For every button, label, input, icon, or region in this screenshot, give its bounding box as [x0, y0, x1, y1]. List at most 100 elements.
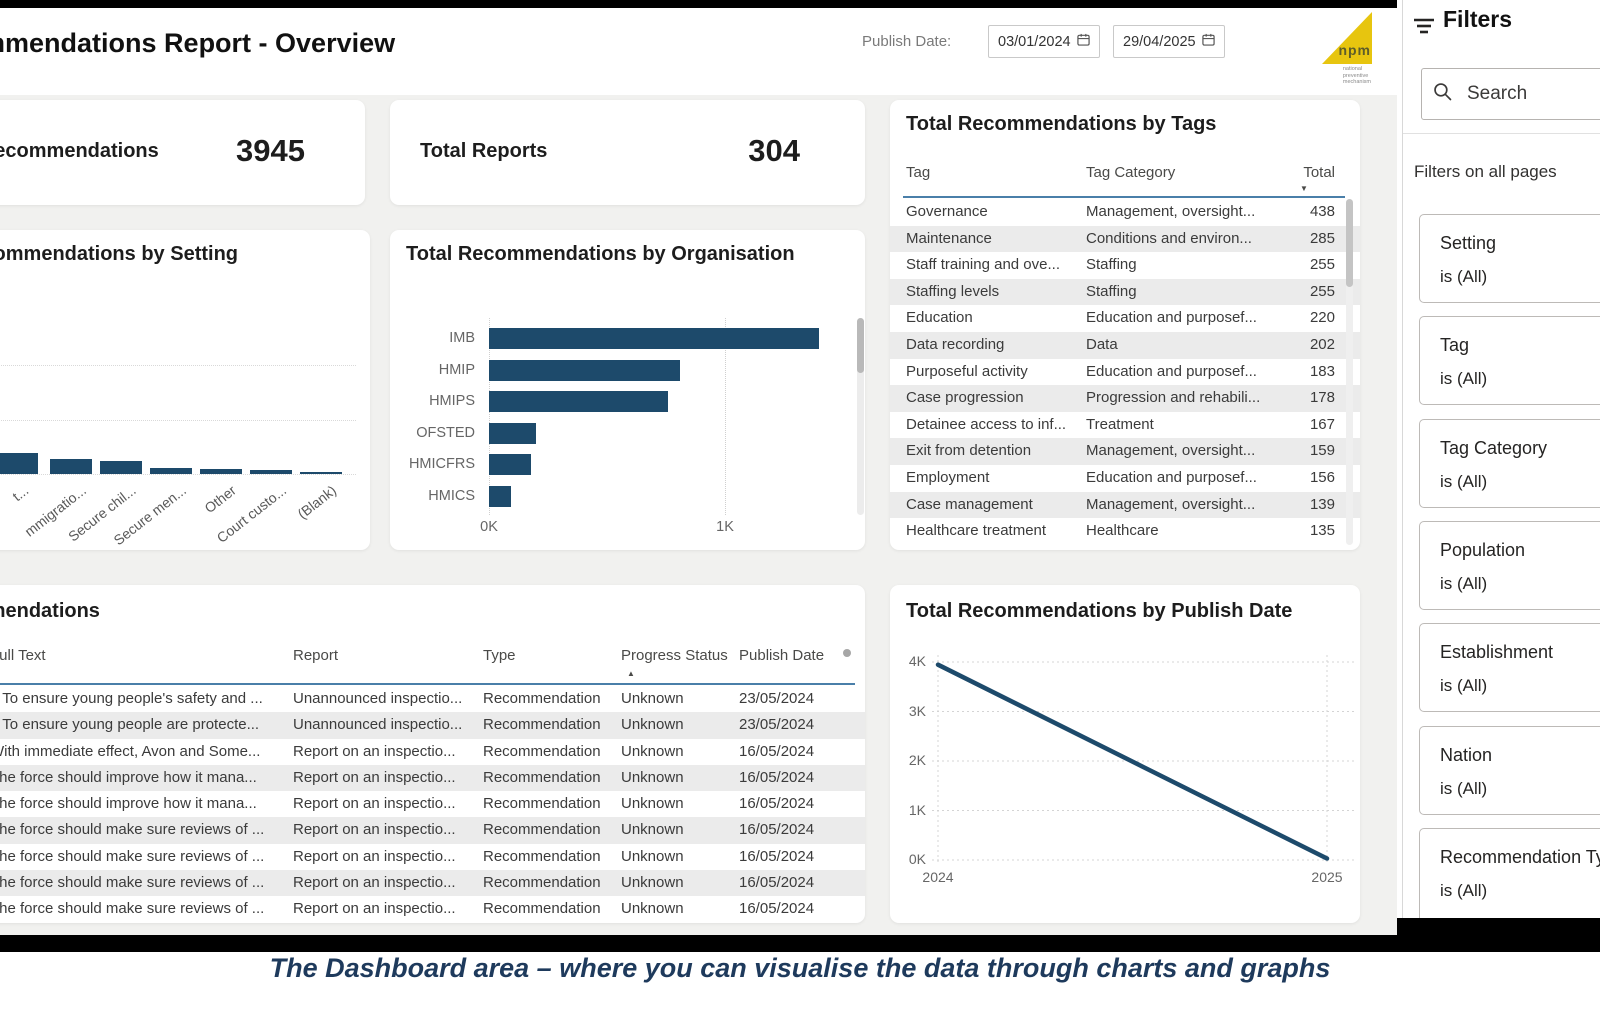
cell-full-text: The force should make sure reviews of ..… — [0, 847, 265, 865]
cell-full-text: The force should make sure reviews of ..… — [0, 821, 265, 839]
tags-table-card: Total Recommendations by Tags Tag Tag Ca… — [890, 100, 1360, 550]
kpi-card-total-reports: Total Reports 304 — [390, 100, 865, 205]
table-row[interactable]: The force should make sure reviews of ..… — [0, 870, 865, 897]
bar[interactable] — [489, 485, 511, 507]
column-header-report[interactable]: Report — [293, 647, 339, 664]
cell-full-text: The force should improve how it mana... — [0, 795, 257, 813]
cell-progress-status: Unknown — [621, 874, 684, 892]
cell-progress-status: Unknown — [621, 821, 684, 839]
filter-card-population[interactable]: Population is (All) — [1419, 521, 1600, 610]
cell-tag-category: Staffing — [1086, 256, 1137, 274]
table-row[interactable]: The force should make sure reviews of ..… — [0, 844, 865, 870]
table-row[interactable]: With immediate effect, Avon and Some... R… — [0, 739, 865, 765]
column-header-publish-date[interactable]: Publish Date — [739, 647, 825, 664]
cell-report: Unannounced inspectio... — [293, 716, 463, 734]
cell-report: Report on an inspectio... — [293, 900, 456, 918]
recommendations-table-card: Recommendations Full Text Report Type Pr… — [0, 585, 865, 923]
filter-card-recommendation-type[interactable]: Recommendation Type is (All) — [1419, 828, 1600, 928]
cell-type: Recommendation — [483, 900, 601, 918]
table-row[interactable]: Education Education and purposef... 220 — [890, 305, 1360, 332]
filters-panel-title: Filters — [1443, 6, 1513, 32]
calendar-icon[interactable] — [1202, 33, 1215, 50]
table-row[interactable]: Case progression Progression and rehabili… — [890, 385, 1360, 412]
column-header-type[interactable]: Type — [483, 647, 516, 664]
filters-search-box[interactable] — [1421, 68, 1600, 120]
cell-total: 159 — [1309, 442, 1335, 460]
filter-field-value: is (All) — [1440, 779, 1488, 798]
table-row[interactable]: Employment Education and purposef... 156 — [890, 465, 1360, 492]
table-row[interactable]: The force should make sure reviews of ..… — [0, 817, 865, 844]
y-tick-label: 3K — [908, 702, 926, 719]
bar[interactable] — [150, 468, 192, 474]
axis-label: IMB — [449, 330, 475, 346]
cell-publish-date: 16/05/2024 — [739, 795, 815, 813]
table-row[interactable]: The force should improve how it mana... R… — [0, 791, 865, 817]
scrollbar[interactable] — [857, 318, 864, 515]
caption-text: The Dashboard area – where you can visua… — [269, 953, 1331, 983]
scrollbar-thumb[interactable] — [857, 318, 864, 373]
bar[interactable] — [50, 459, 92, 474]
table-row[interactable]: Exit from detention Management, oversight… — [890, 438, 1360, 465]
calendar-icon[interactable] — [1077, 33, 1090, 50]
date-to-input[interactable]: 29/04/2025 — [1113, 25, 1225, 58]
table-row[interactable]: 2 To ensure young people are protecte...… — [0, 712, 865, 739]
gridline — [0, 420, 356, 421]
table-row[interactable]: Detainee access to inf... Treatment 167 — [890, 412, 1360, 439]
table-row[interactable]: Staffing levels Staffing 255 — [890, 278, 1360, 306]
trend-line[interactable] — [935, 662, 1330, 861]
cell-total: 438 — [1309, 203, 1335, 220]
date-from-input[interactable]: 03/01/2024 — [988, 25, 1100, 58]
cell-full-text: The force should improve how it mana... — [0, 768, 257, 786]
cell-type: Recommendation — [483, 874, 601, 892]
bar[interactable] — [300, 472, 342, 474]
table-row[interactable]: Purposeful activity Education and purpose… — [890, 359, 1360, 386]
bar[interactable] — [100, 461, 142, 474]
scrollbar-dot[interactable] — [843, 649, 851, 657]
scrollbar-thumb[interactable] — [1346, 199, 1353, 287]
column-header-progress-status[interactable]: Progress Status — [621, 647, 728, 664]
filter-card-setting[interactable]: Setting is (All) — [1419, 214, 1600, 303]
filter-field-name: Setting — [1440, 233, 1497, 253]
filter-card-nation[interactable]: Nation is (All) — [1419, 726, 1600, 815]
column-header-full-text[interactable]: Full Text — [0, 647, 46, 664]
table-row[interactable]: Healthcare treatment Healthcare 135 — [890, 518, 1360, 545]
column-header-tag[interactable]: Tag — [906, 164, 931, 181]
column-header-total[interactable]: Total — [1303, 164, 1335, 181]
bar[interactable] — [250, 470, 292, 474]
axis-label: HMICS — [428, 487, 475, 504]
x-tick-label: 0K — [480, 519, 498, 535]
bar[interactable] — [489, 454, 531, 475]
table-row[interactable]: The force should improve how it mana... R… — [0, 764, 865, 792]
table-row[interactable]: Governance Management, oversight... 438 — [890, 199, 1360, 226]
table-row[interactable]: The force should make sure reviews of ..… — [0, 896, 865, 922]
y-tick-label: 0K — [908, 851, 926, 867]
filter-card-establishment[interactable]: Establishment is (All) — [1419, 623, 1600, 712]
bar[interactable] — [489, 391, 668, 412]
publish-date-chart-card: Total Recommendations by Publish Date 0K… — [890, 585, 1360, 923]
header-underline — [0, 683, 855, 685]
table-row[interactable]: Data recording Data 202 — [890, 331, 1360, 359]
cell-publish-date: 16/05/2024 — [739, 874, 815, 892]
cell-progress-status: Unknown — [621, 768, 684, 786]
filter-card-tag[interactable]: Tag is (All) — [1419, 316, 1600, 405]
table-row[interactable]: Maintenance Conditions and environ... 285 — [890, 225, 1360, 253]
cell-tag: Case progression — [906, 389, 1024, 407]
table-row[interactable]: 1 To ensure young people's safety and ..… — [0, 686, 865, 712]
bar[interactable] — [200, 469, 242, 474]
axis-label: Other — [201, 482, 239, 517]
bar[interactable] — [489, 359, 680, 381]
bar[interactable] — [489, 328, 819, 349]
table-row[interactable]: Staff training and ove... Staffing 255 — [890, 252, 1360, 279]
cell-tag-category: Staffing — [1086, 282, 1137, 300]
scrollbar[interactable] — [1346, 199, 1353, 545]
recommendations-table-title: Recommendations — [0, 600, 100, 622]
bar[interactable] — [0, 453, 38, 474]
filter-field-value: is (All) — [1440, 267, 1488, 286]
column-header-tag-category[interactable]: Tag Category — [1086, 164, 1176, 181]
search-input[interactable] — [1465, 82, 1600, 106]
table-row[interactable]: Case management Management, oversight... 1… — [890, 491, 1360, 519]
header-underline — [903, 196, 1345, 198]
filter-card-tag-category[interactable]: Tag Category is (All) — [1419, 419, 1600, 508]
bar[interactable] — [489, 422, 536, 444]
